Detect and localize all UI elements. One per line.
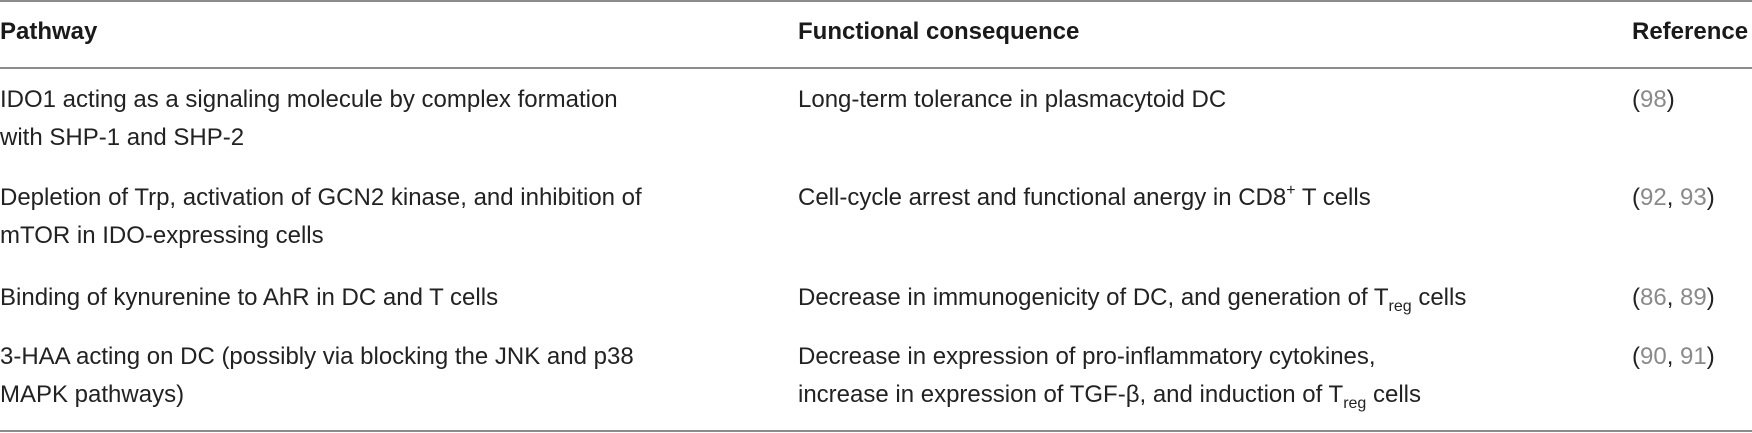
ref-paren-close: )	[1706, 284, 1715, 311]
header-pathway: Pathway	[0, 18, 98, 45]
row-1-consequence: Long-term tolerance in plasmacytoid DC	[798, 86, 1227, 113]
reference-link[interactable]: 86	[1640, 284, 1667, 311]
row-1-reference: (98)	[1632, 82, 1675, 118]
row-4-reference: (90, 91)	[1632, 339, 1715, 375]
subscript: reg	[1343, 395, 1367, 412]
ref-separator: ,	[1666, 184, 1681, 211]
ref-separator: ,	[1666, 284, 1681, 311]
consequence-text: Decrease in immunogenicity of DC, and ge…	[798, 284, 1389, 311]
row-2-pathway-line-1: Depletion of Trp, activation of GCN2 kin…	[0, 184, 642, 211]
header-functional-consequence: Functional consequence	[798, 18, 1080, 45]
subscript: reg	[1388, 298, 1412, 315]
row-1-pathway-line-1: IDO1 acting as a signaling molecule by c…	[0, 86, 618, 113]
row-4-pathway-line-1: 3-HAA acting on DC (possibly via blockin…	[0, 343, 634, 370]
reference-link[interactable]: 92	[1640, 184, 1667, 211]
reference-link[interactable]: 93	[1680, 184, 1707, 211]
ref-separator: ,	[1666, 343, 1681, 370]
superscript: +	[1286, 182, 1296, 199]
ref-paren-close: )	[1706, 343, 1715, 370]
row-2-pathway-line-2: mTOR in IDO-expressing cells	[0, 222, 324, 249]
consequence-text-end: cells	[1411, 284, 1467, 311]
consequence-text-end: cells	[1366, 381, 1422, 408]
reference-link[interactable]: 89	[1680, 284, 1707, 311]
ref-paren-close: )	[1706, 184, 1715, 211]
consequence-text: Cell-cycle arrest and functional anergy …	[798, 184, 1287, 211]
consequence-text-end: T cells	[1295, 184, 1371, 211]
row-4-consequence-line-2: increase in expression of TGF-β, and ind…	[798, 377, 1421, 416]
top-rule	[0, 0, 1752, 2]
ref-paren-open: (	[1632, 343, 1640, 370]
row-3-pathway-line-1: Binding of kynurenine to AhR in DC and T…	[0, 284, 499, 311]
row-3-reference: (86, 89)	[1632, 280, 1715, 316]
row-4-consequence-line-1: Decrease in expression of pro-inflammato…	[798, 343, 1376, 370]
ref-paren-open: (	[1632, 284, 1640, 311]
ref-paren-close: )	[1666, 86, 1675, 113]
row-3-consequence: Decrease in immunogenicity of DC, and ge…	[798, 280, 1466, 319]
row-2-consequence: Cell-cycle arrest and functional anergy …	[798, 180, 1371, 219]
ref-paren-open: (	[1632, 184, 1640, 211]
consequence-text: increase in expression of TGF-β, and ind…	[798, 381, 1344, 408]
bottom-rule	[0, 430, 1752, 432]
ref-paren-open: (	[1632, 86, 1640, 113]
reference-link[interactable]: 91	[1680, 343, 1707, 370]
row-1-pathway-line-2: with SHP-1 and SHP-2	[0, 124, 245, 151]
header-reference: Reference	[1632, 18, 1749, 45]
reference-link[interactable]: 98	[1640, 86, 1667, 113]
row-2-reference: (92, 93)	[1632, 180, 1715, 216]
row-4-pathway-line-2: MAPK pathways)	[0, 381, 185, 408]
reference-link[interactable]: 90	[1640, 343, 1667, 370]
header-rule	[0, 67, 1752, 69]
